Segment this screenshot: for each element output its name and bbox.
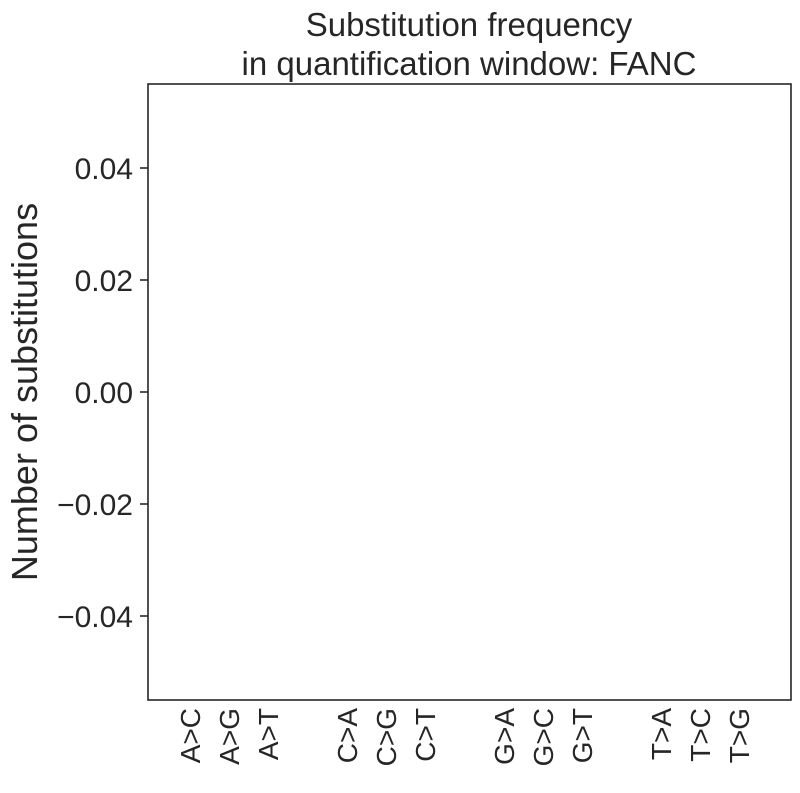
x-tick-label: C>T (410, 708, 441, 762)
x-tick-label: A>C (175, 708, 206, 763)
x-tick-label: C>G (371, 708, 402, 766)
x-tick-label: T>C (685, 708, 716, 762)
y-tick-label: 0.02 (75, 265, 133, 298)
x-tick-label: G>C (528, 708, 559, 766)
y-tick-label: −0.02 (57, 489, 133, 522)
x-tick-label: G>A (489, 708, 520, 765)
x-tick-label: T>G (724, 708, 755, 763)
y-tick-label: 0.00 (75, 377, 133, 410)
x-tick-label: C>A (332, 708, 363, 764)
y-tick-label: −0.04 (57, 601, 133, 634)
x-tick-label: A>T (253, 708, 284, 760)
plot-frame (147, 83, 792, 701)
x-ticks-group: A>C A>G A>T C>A C>G C>T G>A G>C G>T T>A T>C T>G (175, 708, 755, 767)
y-tick-label: 0.04 (75, 153, 133, 186)
y-axis-label: Number of substitutions (4, 203, 45, 581)
chart-title-line1: Substitution frequency (306, 6, 633, 43)
x-tick-label: A>G (214, 708, 245, 765)
x-tick-label: T>A (646, 708, 677, 760)
y-ticks-group: 0.04 0.02 0.00 −0.02 −0.04 (57, 153, 148, 634)
chart-title-line2: in quantification window: FANC (242, 45, 697, 82)
x-tick-label: G>T (567, 708, 598, 763)
